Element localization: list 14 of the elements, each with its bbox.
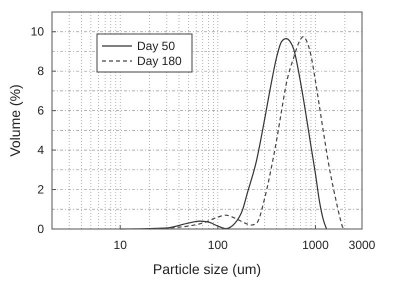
legend-label: Day 50 bbox=[137, 39, 176, 53]
y-tick-label: 0 bbox=[37, 222, 44, 236]
x-tick-label: 10 bbox=[114, 238, 128, 252]
y-tick-label: 8 bbox=[37, 64, 44, 78]
legend-label: Day 180 bbox=[137, 54, 182, 68]
y-tick-label: 2 bbox=[37, 182, 44, 197]
x-tick-label: 1000 bbox=[302, 238, 330, 252]
y-tick-label: 4 bbox=[37, 143, 44, 158]
y-tick-label: 6 bbox=[37, 104, 44, 118]
y-tick-label: 10 bbox=[30, 24, 44, 39]
x-tick-label: 3000 bbox=[348, 238, 376, 252]
x-axis-title: Particle size (um) bbox=[152, 261, 262, 277]
x-tick-label: 100 bbox=[208, 238, 228, 252]
y-axis-title: Volume (%) bbox=[7, 84, 23, 157]
